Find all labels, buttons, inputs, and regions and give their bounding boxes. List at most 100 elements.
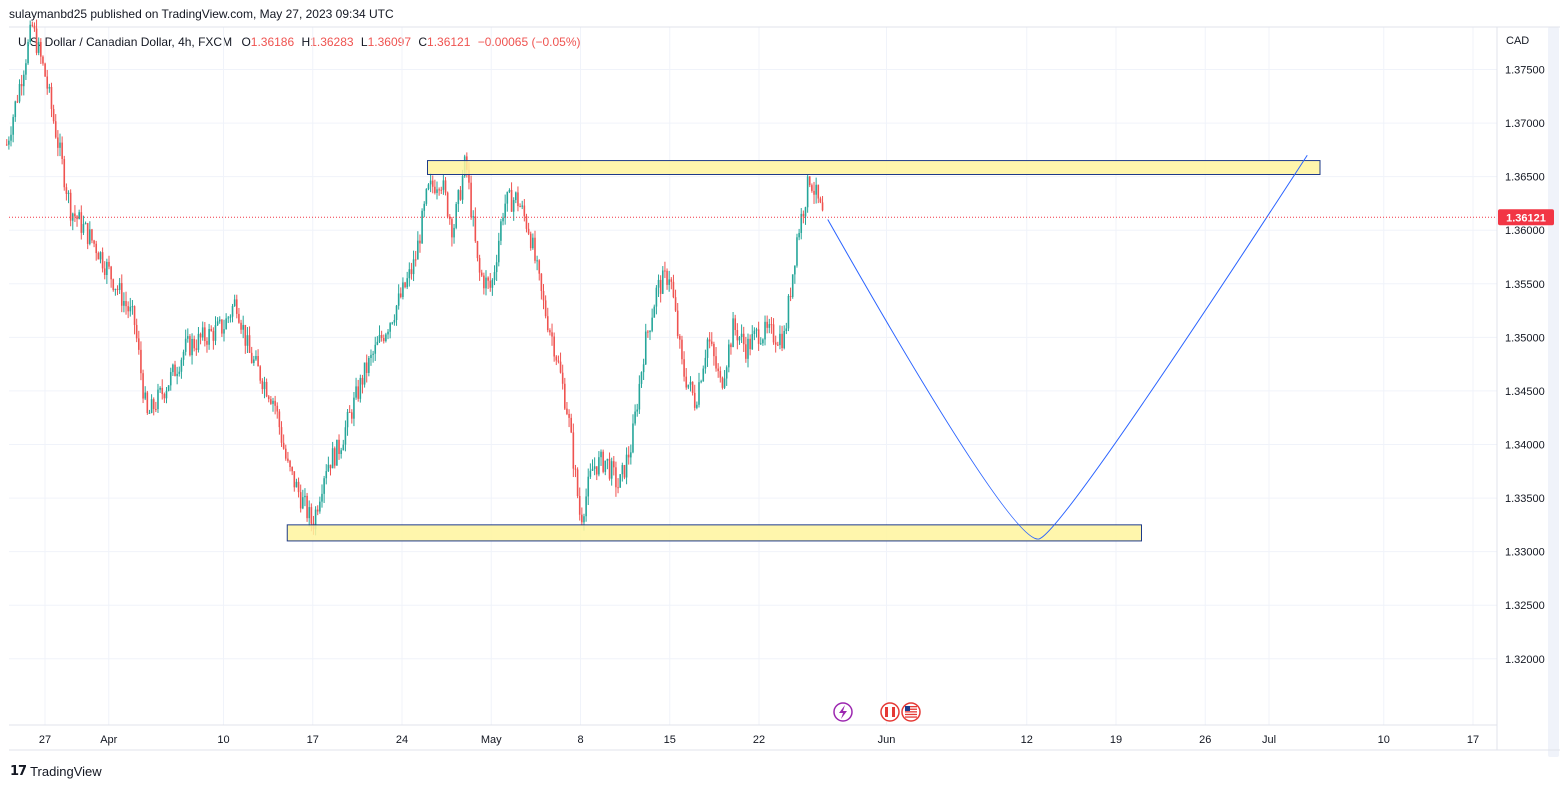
candle-body <box>561 372 564 384</box>
candle-body <box>417 240 419 260</box>
candle-body <box>651 317 653 331</box>
candle-body <box>400 293 402 297</box>
candle-body <box>169 372 172 386</box>
y-tick-label: 1.35000 <box>1505 332 1545 344</box>
candle-body <box>657 279 660 288</box>
candle-body <box>806 176 809 208</box>
candle-body <box>116 288 119 290</box>
candle-body <box>54 121 57 138</box>
candle-body <box>155 409 157 411</box>
x-tick-label: 10 <box>1378 734 1390 746</box>
candle-body <box>142 373 144 399</box>
candle-body <box>210 328 213 331</box>
zones-layer[interactable] <box>286 160 1321 542</box>
event-icons[interactable] <box>833 702 921 722</box>
high-value: 1.36283 <box>310 35 354 49</box>
candle-body <box>157 389 159 410</box>
candle-body <box>768 324 771 328</box>
change-value: −0.00065 (−0.05%) <box>477 35 581 49</box>
candle-body <box>346 411 349 428</box>
candle-body <box>619 474 621 488</box>
candle-body <box>112 279 115 290</box>
projection-layer[interactable] <box>827 154 1308 540</box>
symbol-name: U.S. Dollar / Canadian Dollar, 4h, FXCM <box>18 35 233 49</box>
candle-body <box>208 328 210 345</box>
candle-body <box>161 387 164 395</box>
candle-body <box>214 325 217 341</box>
chart-axes: 1.37500 1.37000 1.36500 1.36000 1.35500 1.350… <box>9 26 1560 751</box>
candle-body <box>489 280 492 288</box>
candle-body <box>184 338 187 352</box>
candle-body <box>140 349 142 374</box>
y-tick-label: 1.34000 <box>1505 440 1545 452</box>
candle-body <box>791 274 794 297</box>
candle-body <box>78 212 80 220</box>
candle-body <box>617 487 619 489</box>
candle-body <box>37 41 40 53</box>
candle-body <box>376 341 379 345</box>
candle-body <box>95 243 98 254</box>
candle-body <box>99 252 102 260</box>
candle-body <box>691 381 694 393</box>
candle-body <box>721 377 724 388</box>
candle-body <box>448 216 451 220</box>
candle-body <box>14 101 17 118</box>
candle-body <box>589 470 592 477</box>
y-tick-label: 1.34500 <box>1505 386 1545 398</box>
candle-body <box>472 216 475 218</box>
candle-body <box>123 301 125 306</box>
candle-body <box>546 316 549 331</box>
candle-body <box>698 382 700 405</box>
candle-body <box>135 324 138 339</box>
candle-body <box>84 223 87 225</box>
candle-body <box>291 466 293 472</box>
candle-body <box>542 291 545 301</box>
candle-body <box>187 336 189 339</box>
candle-body <box>280 427 283 443</box>
candle-body <box>681 339 683 360</box>
candle-body <box>583 516 585 523</box>
candle-body <box>302 497 304 509</box>
candle-body <box>647 331 649 333</box>
support-zone[interactable] <box>286 524 1142 542</box>
candle-body <box>289 460 291 467</box>
candle-body <box>246 335 249 346</box>
price-scale-scrollbar[interactable] <box>1548 27 1559 757</box>
candle-body <box>640 372 643 384</box>
candle-body <box>704 357 707 369</box>
candle-body <box>129 306 132 312</box>
candle-body <box>785 328 788 331</box>
candle-body <box>272 400 274 404</box>
candle-body <box>146 392 149 413</box>
candle-body <box>751 333 754 350</box>
candle-body <box>342 444 345 451</box>
candle-body <box>206 340 208 345</box>
candle-body <box>351 412 353 419</box>
candle-body <box>63 158 66 188</box>
candle-body <box>69 192 72 221</box>
candle-body <box>195 348 198 350</box>
candle-body <box>713 343 715 357</box>
y-tick-label: 1.36000 <box>1505 225 1545 237</box>
projection-curve[interactable] <box>827 154 1308 540</box>
candle-body <box>308 507 311 519</box>
tradingview-logo[interactable]: 𝟭𝟳 TradingView <box>10 763 102 779</box>
candle-body <box>263 381 266 390</box>
candle-body <box>593 466 596 469</box>
candle-body <box>314 509 317 530</box>
candle-body <box>506 191 509 204</box>
candle-body <box>297 481 300 493</box>
candle-body <box>233 299 236 307</box>
candle-body <box>361 377 364 385</box>
candle-body <box>787 295 790 329</box>
candle-body <box>359 377 362 399</box>
resistance-zone[interactable] <box>427 160 1321 175</box>
us-flag-stripe <box>905 706 917 708</box>
candle-body <box>661 270 664 294</box>
candle-body <box>101 252 104 269</box>
candle-body <box>621 465 624 475</box>
candle-body <box>323 478 325 494</box>
candle-body <box>536 260 538 262</box>
candle-body <box>180 359 183 372</box>
